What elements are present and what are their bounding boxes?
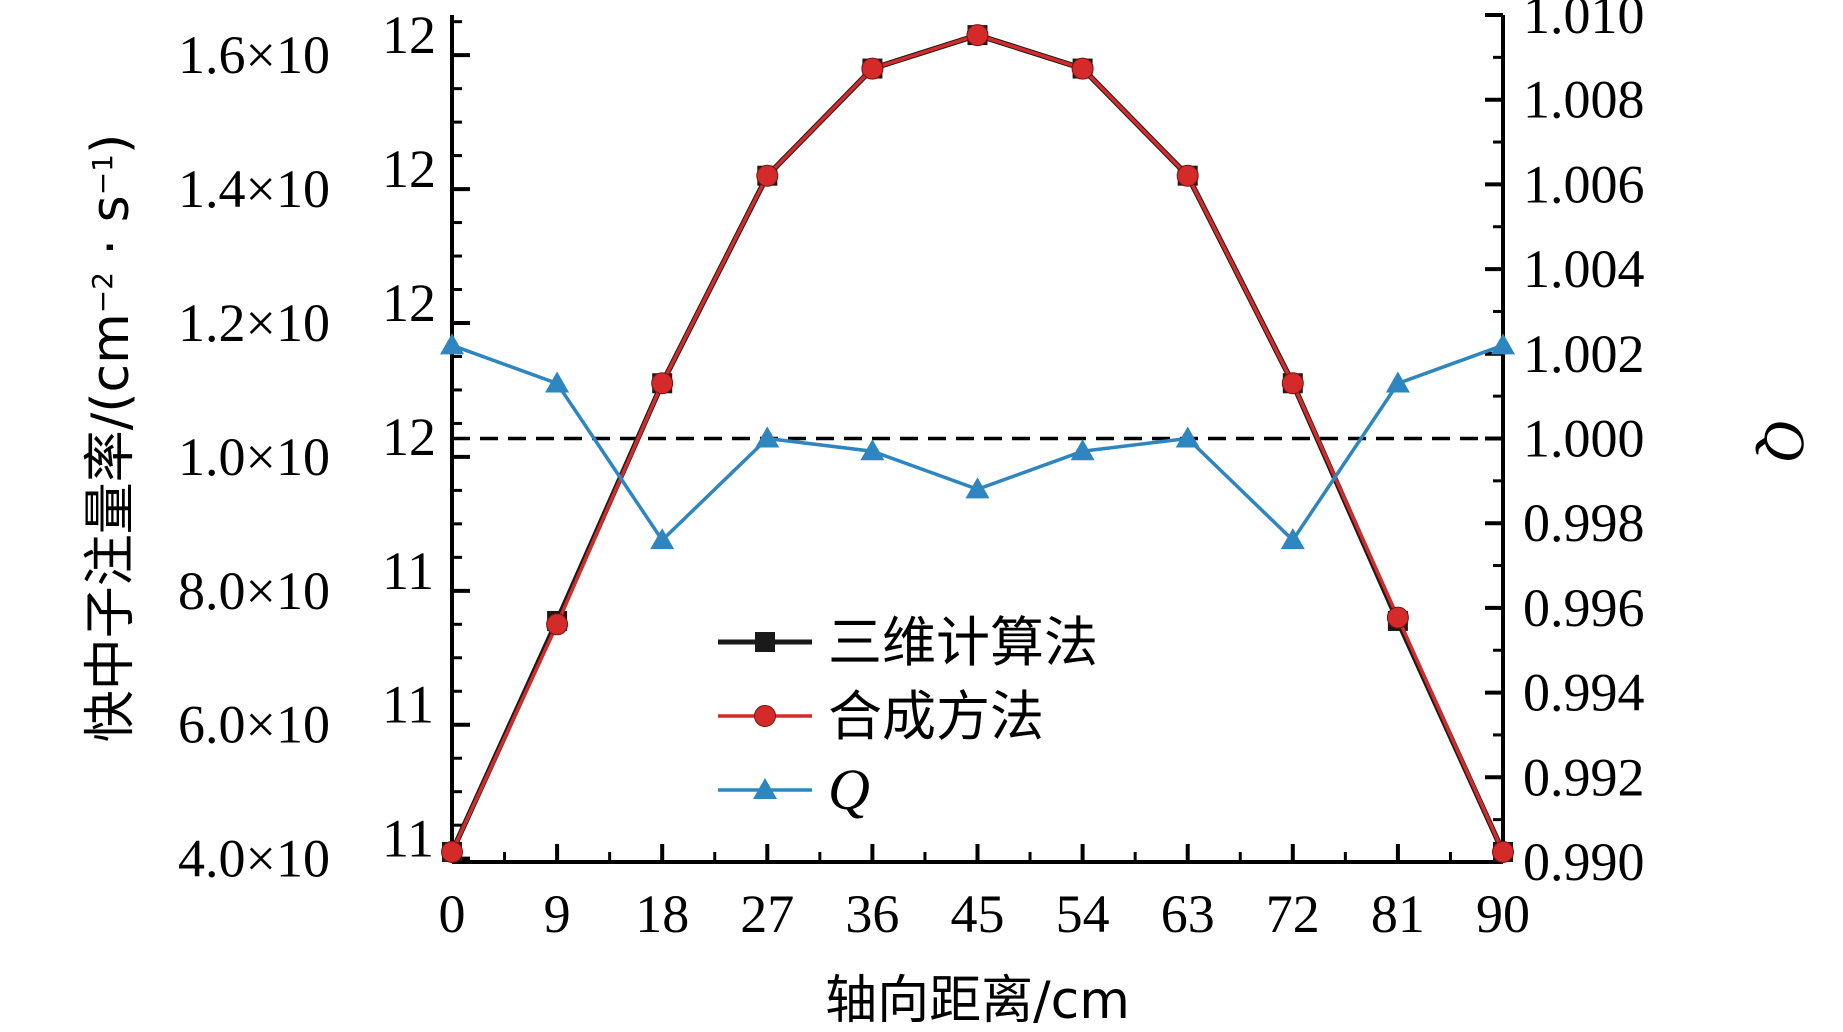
left-tick-label: 1.4×10: [178, 159, 330, 219]
data-point-triangle: [545, 371, 570, 393]
x-tick-label: 45: [951, 884, 1005, 944]
data-point-circle: [861, 57, 884, 80]
right-tick-label: 0.994: [1523, 663, 1645, 723]
legend-marker: [754, 705, 776, 727]
data-point-circle: [1386, 606, 1409, 629]
data-point-circle: [1176, 164, 1199, 187]
data-point-triangle: [1070, 439, 1095, 461]
x-tick-label: 18: [635, 884, 689, 944]
left-axis-title-unit: · s: [81, 195, 141, 272]
right-tick-label: 1.006: [1523, 154, 1645, 214]
x-tick-label: 36: [845, 884, 899, 944]
legend-label: Q: [828, 757, 870, 822]
left-tick-exponent: 11: [382, 541, 434, 601]
x-tick-label: 27: [740, 884, 794, 944]
data-point-circle: [756, 164, 779, 187]
data-point-triangle: [650, 528, 675, 550]
left-tick-exponent: 11: [382, 675, 434, 735]
data-point-circle: [966, 24, 989, 47]
data-point-circle: [441, 840, 463, 863]
left-tick-label: 8.0×10: [178, 561, 330, 621]
right-tick-label: 0.996: [1523, 578, 1645, 638]
plot-area: 4.0×10 11 6.0×10 11 8.0×10 11 1.0×10 12 1.2×10 12…: [81, 0, 1817, 1031]
left-tick-label: 4.0×10: [178, 829, 330, 889]
left-tick-label: 1.2×10: [178, 293, 330, 353]
legend-label: 合成方法: [828, 685, 1044, 748]
legend-marker: [755, 632, 775, 652]
left-tick-exponent: 11: [382, 809, 434, 869]
right-tick-label: 1.002: [1523, 324, 1645, 384]
data-point-triangle: [755, 426, 780, 448]
data-point-circle: [1492, 840, 1514, 863]
right-tick-label: 1.000: [1523, 409, 1645, 469]
data-point-triangle: [1175, 426, 1200, 448]
x-tick-label: 90: [1476, 884, 1530, 944]
left-tick-exponent: 12: [382, 407, 436, 467]
x-tick-label: 54: [1056, 884, 1110, 944]
x-tick-label: 81: [1371, 884, 1425, 944]
x-tick-label: 9: [544, 884, 571, 944]
right-tick-label: 1.008: [1523, 70, 1645, 130]
legend-marker: [753, 778, 777, 799]
x-tick-label: 72: [1266, 884, 1320, 944]
data-point-triangle: [965, 477, 990, 499]
right-tick-label: 0.998: [1523, 493, 1645, 553]
left-tick-label: 6.0×10: [178, 695, 330, 755]
data-point-triangle: [1280, 528, 1305, 550]
right-tick-label: 0.990: [1523, 832, 1645, 892]
x-tick-label: 63: [1161, 884, 1215, 944]
left-tick-exponent: 12: [382, 5, 436, 65]
left-axis-title-exponent: −2: [86, 272, 119, 313]
legend-label: 三维计算法: [828, 611, 1098, 674]
data-point-triangle: [860, 439, 885, 461]
left-axis-title-close: ): [81, 134, 141, 154]
left-tick-label: 1.0×10: [178, 427, 330, 487]
data-point-circle: [1281, 372, 1304, 395]
right-axis-title: Q: [1752, 419, 1817, 461]
left-tick-exponent: 12: [382, 139, 436, 199]
data-point-circle: [1071, 57, 1094, 80]
left-tick-label: 1.6×10: [178, 25, 330, 85]
data-point-circle: [546, 613, 569, 636]
data-point-triangle: [440, 333, 464, 355]
right-tick-label: 1.004: [1523, 239, 1645, 299]
left-axis-title: 快中子注量率/(cm−2 · s−1): [81, 134, 141, 743]
x-axis-title: 轴向距离/cm: [825, 971, 1130, 1031]
left-tick-exponent: 12: [382, 273, 436, 333]
data-point-circle: [651, 372, 674, 395]
left-axis-title-main: 快中子注量率/(cm: [81, 313, 141, 742]
series-line-triangle: [451, 343, 1504, 543]
data-point-triangle: [1385, 371, 1410, 393]
data-point-triangle: [1491, 333, 1515, 355]
x-tick-label: 0: [439, 884, 466, 944]
left-axis-title-exponent: −1: [86, 154, 119, 195]
right-tick-label: 1.010: [1523, 0, 1645, 45]
right-tick-label: 0.992: [1523, 747, 1645, 807]
